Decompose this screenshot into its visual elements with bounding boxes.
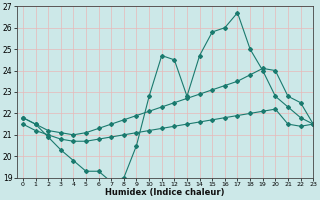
X-axis label: Humidex (Indice chaleur): Humidex (Indice chaleur)	[105, 188, 225, 197]
